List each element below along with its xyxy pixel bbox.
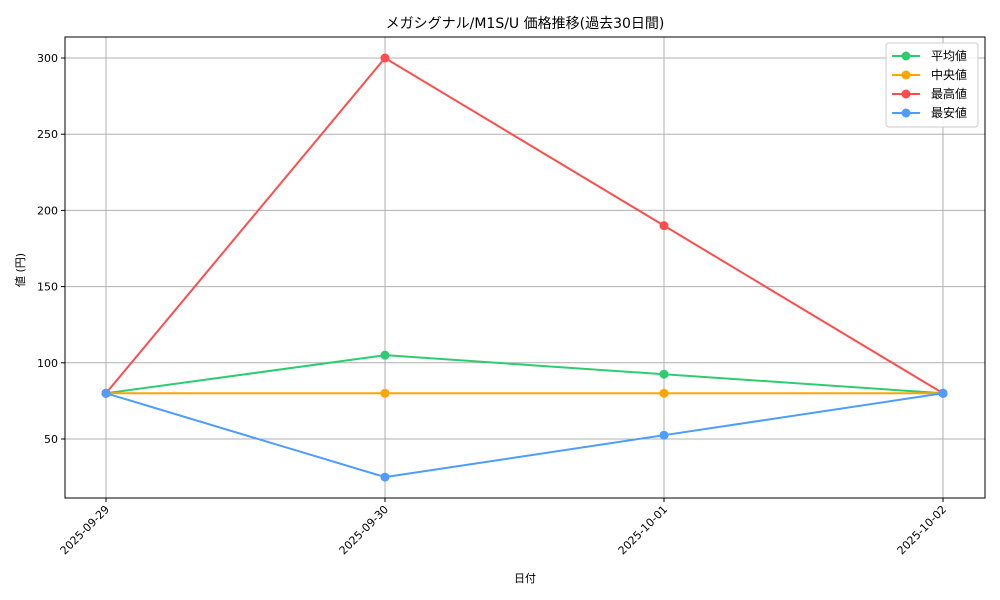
data-point-marker — [380, 388, 390, 398]
legend-item: 最高値 — [892, 86, 967, 101]
y-axis-ticks: 50 100 150 200 250 300 — [37, 52, 65, 446]
data-point-marker — [380, 350, 390, 360]
y-tick-label: 250 — [37, 128, 58, 141]
data-point-marker — [380, 472, 390, 482]
legend-box — [885, 42, 979, 128]
plot-area-frame — [64, 36, 986, 499]
data-point-marker — [659, 388, 669, 398]
legend-marker-icon — [901, 89, 911, 99]
series-line — [105, 354, 944, 395]
y-tick-label: 200 — [37, 204, 58, 217]
series-2 — [101, 53, 948, 398]
series-3 — [101, 388, 948, 482]
series-lines — [101, 53, 948, 482]
y-tick-label: 50 — [44, 433, 58, 446]
data-point-marker — [938, 388, 948, 398]
y-tick-label: 150 — [37, 281, 58, 294]
legend-label: 平均値 — [931, 48, 967, 63]
x-axis-label: 日付 — [514, 572, 536, 585]
data-point-marker — [659, 369, 669, 379]
series-1 — [101, 388, 948, 398]
x-axis-ticks: 2025-09-29 2025-09-30 2025-10-01 2025-10-02 — [58, 498, 949, 557]
legend-label: 最高値 — [931, 86, 967, 101]
data-point-marker — [101, 388, 111, 398]
y-tick-label: 100 — [37, 357, 58, 370]
legend-marker-icon — [901, 108, 911, 118]
legend-marker-icon — [901, 70, 911, 80]
legend-item: 最安値 — [892, 105, 967, 120]
data-point-marker — [659, 430, 669, 440]
grid-lines — [65, 37, 985, 498]
y-axis-label: 値 (円) — [14, 253, 27, 287]
y-tick-label: 300 — [37, 52, 58, 65]
data-point-marker — [380, 53, 390, 63]
x-tick-label: 2025-10-02 — [895, 503, 949, 557]
series-line — [105, 392, 944, 479]
x-tick-label: 2025-09-29 — [58, 503, 112, 557]
legend-label: 最安値 — [931, 105, 967, 120]
x-tick-label: 2025-10-01 — [616, 503, 670, 557]
chart-title: メガシグナル/M1S/U 価格推移(過去30日間) — [386, 16, 665, 32]
legend-marker-icon — [901, 51, 911, 61]
series-0 — [101, 350, 948, 398]
x-tick-label: 2025-09-30 — [337, 503, 391, 557]
legend-item: 中央値 — [892, 67, 967, 82]
data-point-marker — [659, 221, 669, 231]
series-line — [105, 56, 944, 395]
legend-item: 平均値 — [892, 48, 967, 63]
legend-label: 中央値 — [931, 67, 967, 82]
